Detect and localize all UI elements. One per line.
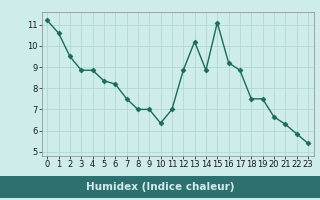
Text: Humidex (Indice chaleur): Humidex (Indice chaleur) (86, 182, 234, 192)
